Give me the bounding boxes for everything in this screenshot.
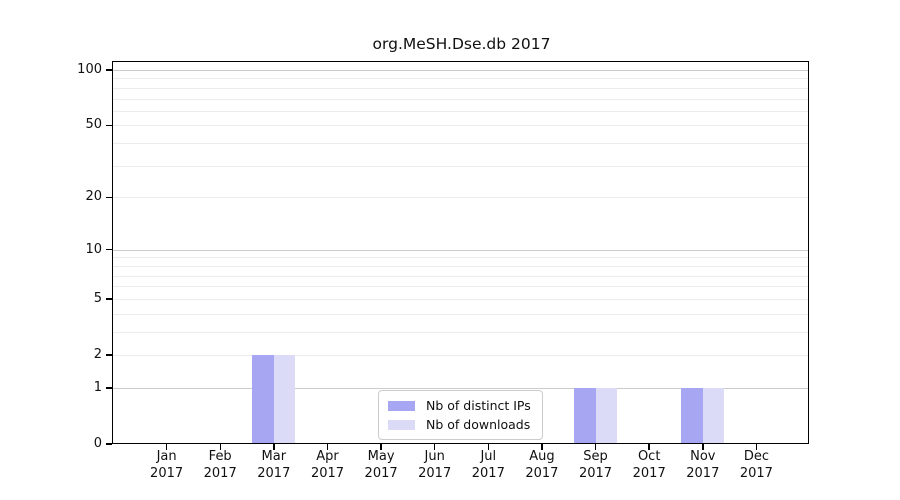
x-tick-nov [702, 444, 704, 450]
x-tick-year-may: 2017 [364, 465, 398, 481]
gridline-y-40 [113, 143, 809, 145]
gridline-y-2 [113, 355, 809, 356]
y-tick-label-5: 5 [93, 290, 102, 306]
x-tick-month-may: May [367, 449, 395, 464]
x-tick-year-oct: 2017 [632, 465, 666, 481]
x-tick-month-jun: Jun [424, 449, 445, 464]
gridline-y-90 [113, 78, 809, 80]
gridline-y-100 [113, 70, 809, 71]
legend-swatch-nb-of-distinct-ips [388, 400, 415, 411]
x-tick-mar [273, 444, 275, 450]
x-tick-aug [541, 444, 543, 450]
x-tick-label-jun: Jun 2017 [408, 449, 462, 482]
x-tick-year-feb: 2017 [203, 465, 237, 481]
x-tick-month-mar: Mar [261, 449, 287, 464]
y-tick-1 [106, 387, 112, 389]
legend-item-nb-of-distinct-ips: Nb of distinct IPs [388, 396, 531, 415]
x-tick-month-nov: Nov [690, 449, 716, 464]
y-tick-50 [106, 124, 112, 127]
x-tick-year-aug: 2017 [525, 465, 559, 481]
legend-label-nb-of-downloads: Nb of downloads [426, 417, 531, 432]
plot-border [112, 61, 809, 444]
x-tick-label-sep: Sep 2017 [569, 449, 623, 482]
x-tick-oct [648, 444, 650, 450]
x-tick-label-aug: Aug 2017 [515, 449, 569, 482]
gridline-y-9 [113, 257, 809, 259]
gridline-y-4 [113, 313, 809, 315]
x-tick-label-mar: Mar 2017 [247, 449, 301, 482]
bar-nb-of-distinct-ips-nov [681, 387, 703, 444]
x-tick-year-sep: 2017 [578, 465, 613, 481]
gridline-y-80 [113, 87, 809, 89]
y-tick-10 [106, 248, 112, 251]
x-tick-month-dec: Dec [743, 449, 769, 464]
legend-swatch-nb-of-downloads [388, 419, 415, 430]
y-tick-label-2: 2 [93, 347, 102, 362]
legend-label-nb-of-distinct-ips: Nb of distinct IPs [426, 398, 531, 413]
x-tick-jan [165, 444, 168, 450]
bar-nb-of-downloads-mar [273, 355, 296, 444]
x-tick-label-nov: Nov 2017 [676, 449, 730, 482]
gridline-y-50 [113, 125, 809, 127]
y-tick-label-1: 1 [93, 379, 102, 395]
y-tick-2 [106, 354, 112, 356]
bar-nb-of-distinct-ips-sep [574, 387, 596, 444]
x-tick-jun [433, 444, 436, 450]
x-tick-year-nov: 2017 [686, 465, 720, 481]
y-tick-label-0: 0 [93, 436, 102, 451]
x-tick-month-sep: Sep [583, 449, 608, 464]
gridline-y-30 [113, 165, 809, 167]
x-tick-label-jul: Jul 2017 [461, 449, 515, 482]
x-tick-label-dec: Dec 2017 [729, 449, 783, 482]
y-tick-label-50: 50 [85, 117, 102, 133]
bar-nb-of-distinct-ips-mar [252, 355, 274, 444]
x-tick-jul [487, 444, 490, 450]
x-tick-apr [326, 444, 329, 450]
x-tick-label-jan: Jan 2017 [140, 449, 194, 482]
gridline-y-20 [113, 197, 809, 199]
bar-nb-of-downloads-nov [702, 387, 725, 444]
x-tick-label-oct: Oct 2017 [622, 449, 676, 482]
y-tick-100 [106, 69, 112, 71]
x-tick-year-apr: 2017 [310, 465, 345, 481]
x-tick-label-may: May 2017 [354, 449, 408, 482]
bar-nb-of-downloads-sep [595, 387, 617, 444]
gridline-y-10 [113, 249, 809, 251]
y-tick-20 [106, 196, 112, 198]
x-tick-year-dec: 2017 [739, 465, 773, 481]
y-tick-0 [106, 443, 112, 445]
x-tick-may [380, 444, 382, 450]
gridline-y-3 [113, 331, 809, 333]
gridline-y-8 [113, 265, 809, 267]
y-tick-label-10: 10 [85, 241, 102, 257]
y-tick-5 [106, 298, 112, 300]
legend: Nb of distinct IPs Nb of downloads [378, 390, 543, 440]
x-tick-month-jan: Jan [156, 449, 177, 464]
x-tick-month-feb: Feb [208, 449, 232, 464]
x-tick-month-oct: Oct [637, 449, 661, 464]
x-tick-month-aug: Aug [529, 449, 555, 464]
x-tick-year-mar: 2017 [257, 465, 291, 481]
x-tick-year-jan: 2017 [150, 465, 184, 481]
chart-title: org.MeSH.Dse.db 2017 [372, 35, 551, 53]
y-tick-label-20: 20 [85, 189, 102, 205]
x-tick-label-feb: Feb 2017 [193, 449, 247, 482]
x-tick-month-apr: Apr [316, 449, 339, 464]
gridline-y-6 [113, 286, 809, 288]
gridline-y-5 [113, 298, 809, 300]
gridline-y-1 [113, 387, 809, 389]
x-tick-year-jul: 2017 [471, 465, 505, 481]
x-tick-year-jun: 2017 [418, 465, 452, 481]
gridline-y-7 [113, 275, 809, 277]
x-tick-feb [219, 444, 221, 450]
gridline-y-60 [113, 110, 809, 112]
x-tick-label-apr: Apr 2017 [301, 449, 355, 482]
x-tick-month-jul: Jul [480, 449, 497, 464]
legend-item-nb-of-downloads: Nb of downloads [388, 415, 531, 434]
gridline-y-70 [113, 98, 809, 100]
x-tick-sep [594, 444, 597, 450]
x-tick-dec [755, 444, 758, 450]
y-tick-label-100: 100 [77, 62, 102, 77]
